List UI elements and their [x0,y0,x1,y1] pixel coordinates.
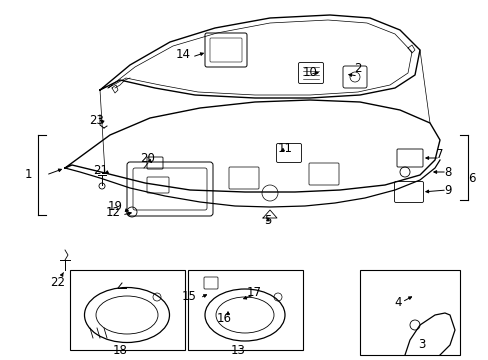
Text: 6: 6 [468,171,475,184]
Text: 17: 17 [246,287,261,300]
Text: 16: 16 [216,311,231,324]
Text: 4: 4 [393,297,401,310]
Text: 23: 23 [89,113,104,126]
Text: 19: 19 [107,201,122,213]
Text: 7: 7 [435,148,443,162]
Text: 20: 20 [140,152,155,165]
Text: 10: 10 [302,66,317,78]
Text: 13: 13 [230,343,245,356]
Text: 11: 11 [277,141,292,154]
Text: 15: 15 [181,289,196,302]
Text: 5: 5 [264,213,271,226]
Bar [359,270,459,355]
Bar [70,270,184,350]
Text: 8: 8 [444,166,451,180]
Text: 18: 18 [112,343,127,356]
Text: 9: 9 [443,184,451,198]
Text: 12: 12 [105,207,120,220]
Text: 1: 1 [24,168,32,181]
Text: 21: 21 [93,163,108,176]
Text: 2: 2 [353,62,361,75]
Bar [187,270,303,350]
Text: 22: 22 [50,275,65,288]
Text: 3: 3 [417,338,425,351]
Text: 14: 14 [175,49,190,62]
